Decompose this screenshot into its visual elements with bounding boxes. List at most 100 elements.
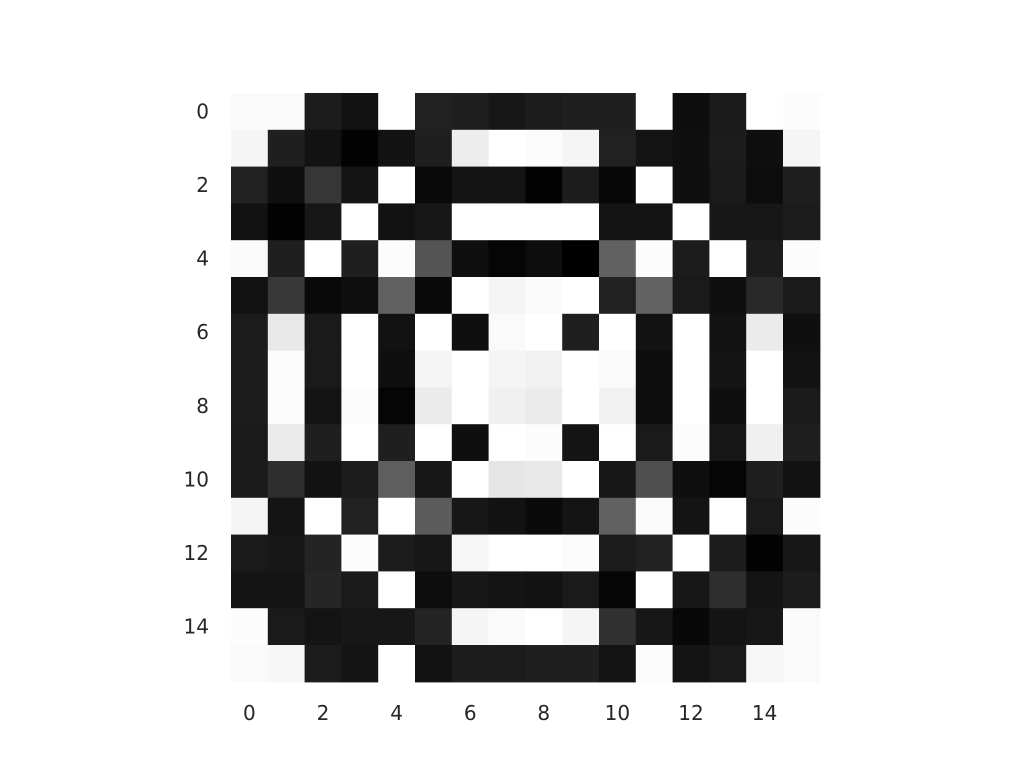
heatmap-cell-r6-c7 <box>488 313 526 352</box>
heatmap-cell-r14-c12 <box>672 608 710 646</box>
heatmap-cell-r6-c10 <box>599 313 637 352</box>
heatmap-cell-r0-c5 <box>415 93 453 131</box>
heatmap-cell-r12-c9 <box>562 534 600 572</box>
heatmap-cell-r14-c5 <box>415 608 453 646</box>
heatmap-cell-r9-c1 <box>267 424 306 462</box>
heatmap-cell-r9-c4 <box>378 424 416 462</box>
heatmap-cell-r10-c9 <box>562 461 600 499</box>
heatmap-cell-r11-c7 <box>488 497 526 536</box>
heatmap-cell-r14-c7 <box>488 608 526 646</box>
heatmap-cell-r15-c13 <box>709 645 747 683</box>
heatmap-cell-r3-c9 <box>562 203 600 241</box>
heatmap-cell-r5-c3 <box>341 277 379 315</box>
heatmap-cell-r6-c4 <box>378 313 416 352</box>
heatmap-cell-r13-c15 <box>783 571 821 609</box>
heatmap-cell-r5-c1 <box>267 277 306 315</box>
heatmap-cell-r5-c4 <box>378 277 416 315</box>
heatmap-cell-r11-c8 <box>525 497 563 536</box>
heatmap-cell-r11-c3 <box>341 497 379 536</box>
heatmap-cell-r9-c11 <box>635 424 674 462</box>
heatmap-cell-r0-c6 <box>451 93 490 131</box>
heatmap-cell-r13-c13 <box>709 571 747 609</box>
heatmap-cell-r5-c11 <box>635 277 674 315</box>
heatmap-cell-r15-c8 <box>525 645 563 683</box>
heatmap-cell-r8-c11 <box>635 387 674 425</box>
heatmap-cell-r12-c11 <box>635 534 674 572</box>
heatmap-cell-r0-c3 <box>341 93 379 131</box>
heatmap-cell-r4-c10 <box>599 240 637 278</box>
y-tick-label: 8 <box>196 394 209 418</box>
heatmap-cell-r3-c10 <box>599 203 637 241</box>
heatmap-cell-r1-c7 <box>488 129 526 168</box>
heatmap-cell-r5-c9 <box>562 277 600 315</box>
heatmap-cell-r7-c8 <box>525 350 563 388</box>
heatmap-cell-r6-c5 <box>415 313 453 352</box>
heatmap-cell-r14-c14 <box>746 608 784 646</box>
x-tick-label: 6 <box>464 701 477 725</box>
heatmap-cell-r1-c6 <box>451 129 490 168</box>
heatmap-cell-r7-c12 <box>672 350 710 388</box>
heatmap-cell-r6-c6 <box>451 313 490 352</box>
heatmap-cell-r1-c11 <box>635 129 674 168</box>
heatmap-cell-r15-c15 <box>783 645 821 683</box>
heatmap-cell-r4-c12 <box>672 240 710 278</box>
heatmap-cell-r9-c10 <box>599 424 637 462</box>
heatmap-cell-r3-c7 <box>488 203 526 241</box>
heatmap-cell-r5-c5 <box>415 277 453 315</box>
heatmap-cell-r2-c11 <box>635 166 674 204</box>
heatmap-cell-r3-c13 <box>709 203 747 241</box>
x-tick-label: 10 <box>605 701 630 725</box>
heatmap-cell-r10-c7 <box>488 461 526 499</box>
heatmap-cell-r2-c9 <box>562 166 600 204</box>
heatmap-cell-r15-c0 <box>231 645 269 683</box>
heatmap-cell-r10-c2 <box>304 461 342 499</box>
heatmap-cell-r13-c9 <box>562 571 600 609</box>
heatmap-cell-r7-c14 <box>746 350 784 388</box>
heatmap-cell-r3-c0 <box>231 203 269 241</box>
heatmap-cell-r4-c4 <box>378 240 416 278</box>
heatmap-cell-r8-c7 <box>488 387 526 425</box>
heatmap-cell-r14-c1 <box>267 608 306 646</box>
heatmap-cell-r11-c2 <box>304 497 342 536</box>
heatmap-cell-r7-c15 <box>783 350 821 388</box>
heatmap-cell-r10-c5 <box>415 461 453 499</box>
heatmap-cell-r10-c13 <box>709 461 747 499</box>
heatmap-cell-r11-c1 <box>267 497 306 536</box>
heatmap-cell-r5-c0 <box>231 277 269 315</box>
heatmap-cell-r6-c9 <box>562 313 600 352</box>
heatmap-cell-r9-c5 <box>415 424 453 462</box>
heatmap-cell-r1-c3 <box>341 129 379 168</box>
heatmap-cell-r14-c13 <box>709 608 747 646</box>
heatmap-cell-r9-c14 <box>746 424 784 462</box>
heatmap-cell-r7-c3 <box>341 350 379 388</box>
heatmap-cell-r15-c3 <box>341 645 379 683</box>
heatmap-cell-r4-c11 <box>635 240 674 278</box>
heatmap-cell-r15-c9 <box>562 645 600 683</box>
heatmap-cell-r1-c13 <box>709 129 747 168</box>
heatmap-cell-r2-c1 <box>267 166 306 204</box>
heatmap-cell-r8-c8 <box>525 387 563 425</box>
heatmap-cell-r4-c9 <box>562 240 600 278</box>
heatmap-cell-r9-c13 <box>709 424 747 462</box>
heatmap-cell-r4-c15 <box>783 240 821 278</box>
heatmap-cell-r14-c9 <box>562 608 600 646</box>
heatmap-cell-r10-c3 <box>341 461 379 499</box>
heatmap-cell-r0-c10 <box>599 93 637 131</box>
heatmap-cell-r13-c12 <box>672 571 710 609</box>
heatmap-cell-r4-c0 <box>231 240 269 278</box>
heatmap-cell-r13-c5 <box>415 571 453 609</box>
heatmap-cell-r0-c0 <box>231 93 269 131</box>
heatmap-cell-r9-c0 <box>231 424 269 462</box>
heatmap-cell-r15-c10 <box>599 645 637 683</box>
heatmap-cell-r3-c2 <box>304 203 342 241</box>
heatmap-cell-r5-c13 <box>709 277 747 315</box>
heatmap-cell-r9-c3 <box>341 424 379 462</box>
heatmap-cell-r0-c14 <box>746 93 784 131</box>
heatmap-cell-r5-c12 <box>672 277 710 315</box>
heatmap-cell-r6-c14 <box>746 313 784 352</box>
x-tick-label: 14 <box>752 701 777 725</box>
heatmap-cell-r9-c7 <box>488 424 526 462</box>
heatmap-cell-r14-c11 <box>635 608 674 646</box>
heatmap-cell-r9-c12 <box>672 424 710 462</box>
y-tick-label: 12 <box>184 541 209 565</box>
